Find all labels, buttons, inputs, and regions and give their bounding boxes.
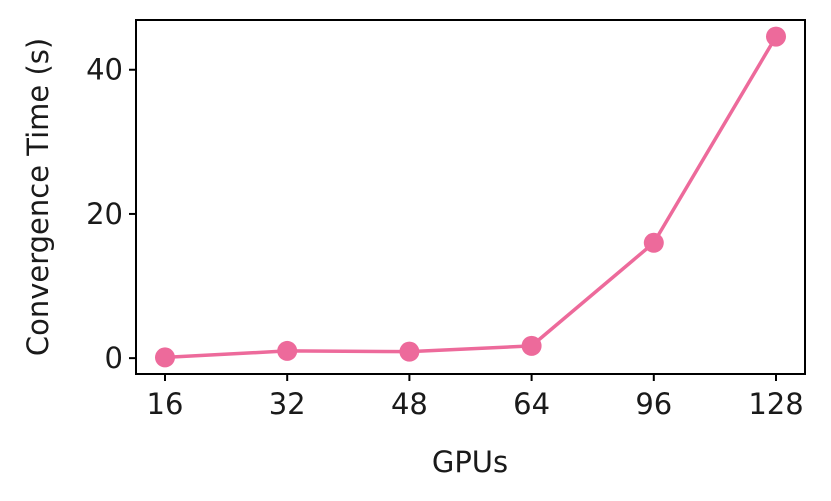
data-point [766,26,786,47]
x-axis: 16 32 48 64 96 128 [147,374,804,421]
y-tick-label: 0 [105,341,123,375]
x-tick-label: 48 [391,387,428,421]
x-tick-label: 96 [635,387,672,421]
series-line [164,35,778,360]
x-tick-label: 128 [748,387,803,421]
x-tick-label: 16 [147,387,184,421]
x-tick-label: 64 [513,387,550,421]
data-point [643,232,664,253]
x-axis-title: GPUs [432,445,508,479]
data-point [277,340,298,361]
series-group [155,26,786,368]
data-point [155,347,175,368]
y-tick-label: 40 [86,53,123,87]
y-axis-title: Convergence Time (s) [21,38,55,356]
x-tick-label: 32 [269,387,306,421]
plot-area [135,19,806,375]
y-axis: 0 20 40 [86,53,136,375]
data-point [399,341,420,362]
data-point [521,335,542,356]
y-tick-label: 20 [86,197,123,231]
